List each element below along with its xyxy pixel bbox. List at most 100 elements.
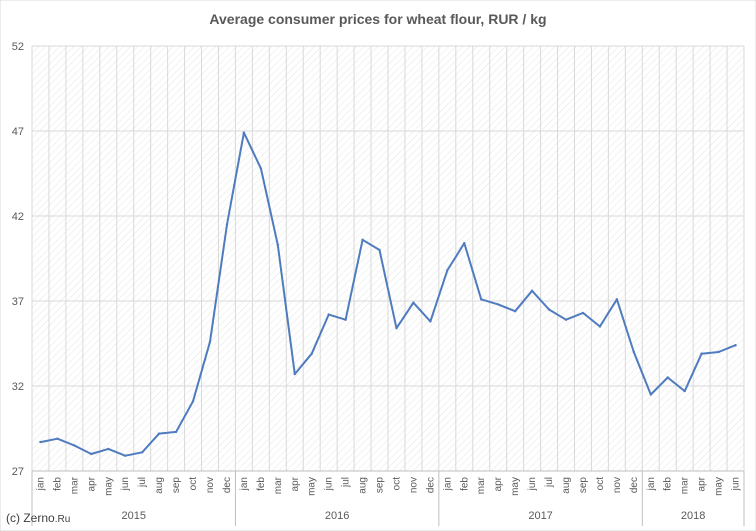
data-point xyxy=(480,298,483,301)
x-tick-label: apr xyxy=(86,476,97,491)
y-tick-label: 32 xyxy=(12,381,24,393)
x-tick-label: aug xyxy=(561,477,572,494)
data-point xyxy=(463,242,466,245)
credit-suffix: .Ru xyxy=(55,514,71,525)
data-point xyxy=(547,308,551,311)
x-tick-label: jun xyxy=(527,477,538,491)
data-point xyxy=(90,452,93,456)
x-tick-label: jan xyxy=(35,477,46,491)
data-point xyxy=(513,310,517,313)
data-point xyxy=(361,238,364,241)
data-point xyxy=(276,243,280,247)
year-label: 2015 xyxy=(121,510,145,522)
year-label: 2018 xyxy=(681,510,705,522)
x-tick-label: nov xyxy=(612,477,623,493)
data-point xyxy=(140,451,144,454)
grid xyxy=(31,45,745,472)
x-tick-label: sep xyxy=(578,477,589,494)
data-point xyxy=(429,320,432,323)
x-tick-label: jun xyxy=(731,477,742,491)
x-tick-label: feb xyxy=(663,477,674,491)
x-tick-label: dec xyxy=(425,477,436,493)
x-tick-label: apr xyxy=(290,476,301,491)
x-tick-label: mar xyxy=(680,476,691,494)
x-tick-label: may xyxy=(714,477,725,496)
data-point xyxy=(174,430,178,434)
data-point xyxy=(598,325,602,328)
data-point xyxy=(412,301,415,304)
data-point xyxy=(310,352,313,355)
data-point xyxy=(615,298,619,301)
data-point xyxy=(242,131,246,134)
x-tick-label: jan xyxy=(442,477,453,491)
x-tick-label: feb xyxy=(256,477,267,491)
data-point xyxy=(700,352,703,355)
x-tick-label: apr xyxy=(493,476,504,491)
data-point xyxy=(208,340,212,343)
chart-title: Average consumer prices for wheat flour,… xyxy=(209,11,546,27)
x-tick-label: sep xyxy=(375,477,386,494)
x-tick-label: jun xyxy=(120,477,131,491)
data-point xyxy=(666,376,669,379)
data-point xyxy=(293,372,296,376)
x-tick-label: mar xyxy=(273,476,284,494)
year-label: 2017 xyxy=(528,510,552,522)
data-point xyxy=(107,447,110,451)
data-point xyxy=(39,440,42,444)
y-tick-label: 37 xyxy=(12,296,24,308)
x-tick-label: may xyxy=(510,477,521,496)
x-tick-label: feb xyxy=(459,477,470,491)
x-tick-label: nov xyxy=(205,477,216,493)
data-point xyxy=(191,400,195,403)
x-tick-label: dec xyxy=(629,477,640,493)
data-point xyxy=(378,248,381,252)
credit-prefix: (c) Zerno xyxy=(6,511,55,525)
x-tick-label: jul xyxy=(137,477,148,488)
data-point xyxy=(496,303,500,306)
x-tick-label: may xyxy=(103,477,114,496)
data-point xyxy=(446,269,449,272)
data-point xyxy=(73,444,76,447)
y-tick-label: 27 xyxy=(12,466,24,478)
x-tick-label: oct xyxy=(188,477,199,491)
data-point xyxy=(259,167,263,170)
data-point xyxy=(56,437,59,440)
data-point xyxy=(564,318,568,321)
data-point xyxy=(683,389,686,393)
data-point xyxy=(124,454,127,457)
x-tick-label: oct xyxy=(595,477,606,491)
x-tick-label: feb xyxy=(52,477,63,491)
data-point xyxy=(157,432,161,435)
x-axis: jan feb mar apr may jun jul aug sep oct nov dec jan f… xyxy=(31,470,745,526)
x-tick-label: aug xyxy=(358,477,369,494)
data-point xyxy=(581,311,585,315)
x-tick-label: may xyxy=(307,477,318,496)
data-point xyxy=(530,289,534,292)
data-point xyxy=(225,223,229,226)
series-line xyxy=(40,131,736,457)
x-tick-label: apr xyxy=(697,476,708,491)
x-tick-label: dec xyxy=(222,477,233,493)
credit-label: (c) Zerno.Ru xyxy=(6,511,70,525)
x-tick-label: jan xyxy=(239,477,250,491)
x-tick-label: mar xyxy=(69,476,80,494)
x-tick-label: aug xyxy=(154,477,165,494)
x-tick-label: oct xyxy=(391,477,402,491)
x-tick-label: jun xyxy=(324,477,335,491)
data-point xyxy=(327,313,330,316)
x-tick-label: jan xyxy=(646,477,657,491)
data-point xyxy=(649,393,652,396)
data-point xyxy=(395,327,398,330)
x-tick-label: jul xyxy=(341,477,352,488)
x-tick-label: mar xyxy=(476,476,487,494)
x-tick-label: nov xyxy=(408,477,419,493)
year-label: 2016 xyxy=(325,510,349,522)
data-point xyxy=(734,344,737,347)
y-tick-label: 42 xyxy=(12,211,24,223)
x-tick-label: sep xyxy=(171,477,182,494)
y-tick-label: 52 xyxy=(12,41,24,53)
series-group xyxy=(39,131,737,457)
y-axis: 27 32 37 42 47 52 xyxy=(12,41,24,478)
